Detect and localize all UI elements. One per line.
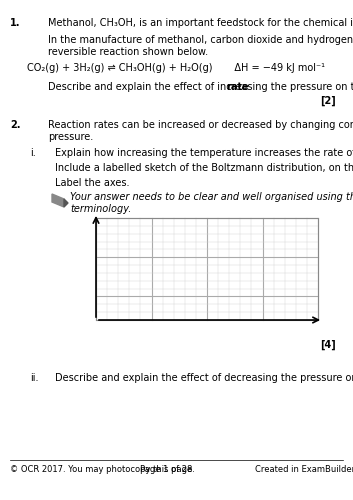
Text: Explain how increasing the temperature increases the rate of reaction.: Explain how increasing the temperature i…: [55, 148, 353, 158]
Text: 2.: 2.: [10, 120, 20, 130]
Text: [4]: [4]: [320, 340, 336, 350]
Text: .: .: [240, 82, 243, 92]
Polygon shape: [64, 199, 68, 207]
Text: Your answer needs to be clear and well organised using the correct
terminology.: Your answer needs to be clear and well o…: [70, 192, 353, 214]
Text: Methanol, CH₃OH, is an important feedstock for the chemical industry.: Methanol, CH₃OH, is an important feedsto…: [48, 18, 353, 28]
Text: Describe and explain the effect of decreasing the pressure on the rate of a reac: Describe and explain the effect of decre…: [55, 373, 353, 383]
Text: Created in ExamBuilder: Created in ExamBuilder: [255, 465, 353, 474]
Text: CO₂(g) + 3H₂(g) ⇌ CH₃OH(g) + H₂O(g)       ΔH = −49 kJ mol⁻¹: CO₂(g) + 3H₂(g) ⇌ CH₃OH(g) + H₂O(g) ΔH =…: [27, 63, 325, 73]
Text: Page 1 of 28: Page 1 of 28: [140, 465, 192, 474]
Text: Reaction rates can be increased or decreased by changing conditions of temperatu: Reaction rates can be increased or decre…: [48, 120, 353, 142]
Text: 1.: 1.: [10, 18, 20, 28]
Text: [2]: [2]: [320, 96, 336, 106]
Text: Describe and explain the effect of increasing the pressure on the reaction: Describe and explain the effect of incre…: [48, 82, 353, 92]
Text: © OCR 2017. You may photocopy this page.: © OCR 2017. You may photocopy this page.: [10, 465, 195, 474]
Text: ii.: ii.: [30, 373, 38, 383]
Text: In the manufacture of methanol, carbon dioxide and hydrogen are reacted together: In the manufacture of methanol, carbon d…: [48, 35, 353, 56]
Text: Label the axes.: Label the axes.: [55, 178, 130, 188]
Text: i.: i.: [30, 148, 36, 158]
Polygon shape: [52, 194, 64, 207]
Text: Include a labelled sketch of the Boltzmann distribution, on the grid below.: Include a labelled sketch of the Boltzma…: [55, 163, 353, 173]
Bar: [96, 218, 318, 320]
Text: rate: rate: [226, 82, 249, 92]
